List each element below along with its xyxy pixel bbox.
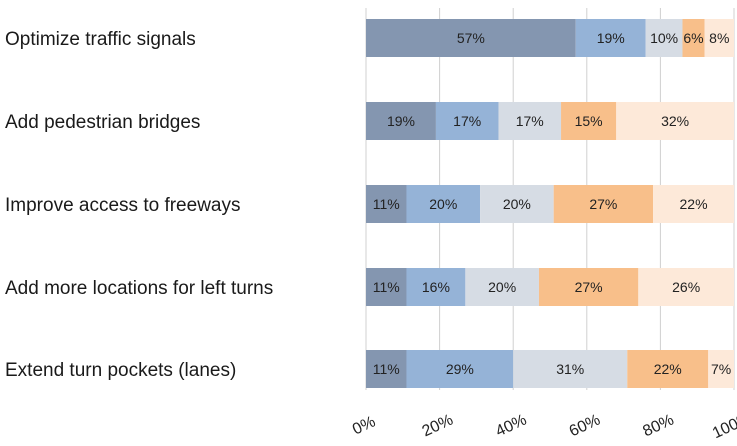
data-label: 22% [654,361,682,377]
bar-segment [704,19,734,57]
category-labels: Optimize traffic signals Add pedestrian b… [5,29,273,381]
data-label: 27% [575,279,603,295]
data-label: 19% [597,30,625,46]
bar-segment [366,102,436,140]
bar-segment [366,268,407,306]
data-label: 26% [672,279,700,295]
data-label: 19% [387,113,415,129]
category-label: Extend turn pockets (lanes) [5,360,236,381]
bar-segment [406,268,466,306]
x-tick-label: 20% [420,411,456,440]
data-label: 20% [429,196,457,212]
bar-segment [406,185,481,223]
bar-segment [366,19,576,57]
data-label: 8% [709,30,729,46]
bar-segment [638,268,734,306]
data-label: 57% [457,30,485,46]
data-label: 17% [453,113,481,129]
data-label: 20% [503,196,531,212]
data-label: 20% [488,279,516,295]
x-axis-tick-labels: 0% 20% 40% 60% 80% 100% [350,410,737,443]
x-tick-label: 60% [567,411,603,440]
bar-segment [708,350,734,388]
bar-segment [366,350,407,388]
data-label: 11% [373,279,400,295]
bar-segment [616,102,734,140]
data-label: 27% [589,196,617,212]
data-label: 16% [422,279,450,295]
bar-segment [553,185,654,223]
data-label: 7% [711,361,731,377]
bar-segment [653,185,734,223]
data-label: 29% [446,361,474,377]
bar-segment [513,350,628,388]
bar-segment [645,19,683,57]
data-label: 32% [661,113,689,129]
data-label: 11% [373,361,400,377]
category-label: Optimize traffic signals [5,29,196,50]
category-label: Improve access to freeways [5,195,240,216]
x-tick-label: 100% [710,410,737,443]
data-label: 11% [373,196,400,212]
bar-segment [435,102,499,140]
bar-segment [627,350,709,388]
bar-segment [406,350,514,388]
data-label: 17% [516,113,544,129]
bar-segment [465,268,539,306]
data-label: 15% [575,113,603,129]
data-label: 6% [683,30,703,46]
data-label: 31% [556,361,584,377]
bar-segment [480,185,554,223]
bar-segment [575,19,646,57]
category-label: Add more locations for left turns [5,278,273,299]
x-tick-label: 40% [493,411,529,440]
bar-segment [538,268,639,306]
bar-segment [682,19,705,57]
bar-segment [561,102,617,140]
data-label: 10% [650,30,678,46]
bar-segments: 57% 19% 10% 6% 8% 19% 17% 17% 15% 32% 11% 20% 20% 27%… [366,19,734,388]
data-label: 22% [680,196,708,212]
x-tick-label: 0% [350,413,378,438]
x-tick-label: 80% [640,411,676,440]
category-label: Add pedestrian bridges [5,112,200,133]
bar-segment [498,102,562,140]
bar-segment [366,185,407,223]
